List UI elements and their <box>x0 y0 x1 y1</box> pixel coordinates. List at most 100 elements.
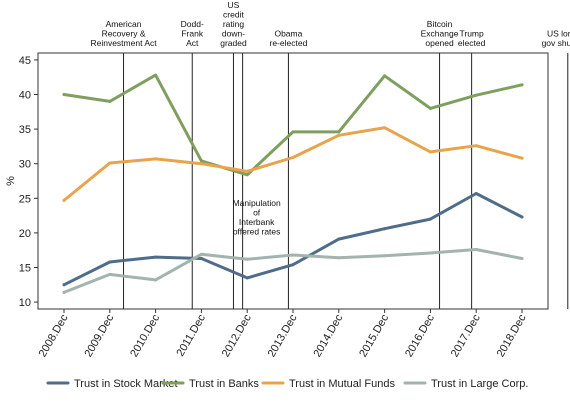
x-tick-label: 2011.Dec <box>174 312 208 359</box>
event-label-line: of <box>253 208 261 218</box>
data-point <box>108 161 112 165</box>
data-point <box>199 159 203 163</box>
event-label-shutdown: US longestgov shutdown <box>542 29 570 49</box>
series-line-2 <box>62 126 524 202</box>
event-label-dodd-frank: Dodd-Frank Act <box>181 19 204 48</box>
data-point <box>383 254 387 258</box>
event-label-trump: Trump elected <box>458 29 486 49</box>
y-tick-label: 30 <box>19 159 31 171</box>
data-point <box>62 198 66 202</box>
data-point <box>62 290 66 294</box>
data-point <box>154 255 158 259</box>
event-label-line: opened <box>425 38 454 48</box>
y-tick-label: 15 <box>19 262 31 274</box>
data-point <box>428 150 432 154</box>
event-label-line: gov shutdown <box>542 38 570 48</box>
data-point <box>245 169 249 173</box>
data-point <box>291 253 295 257</box>
data-point <box>108 260 112 264</box>
data-point <box>428 251 432 255</box>
data-point <box>383 227 387 231</box>
data-point <box>383 74 387 78</box>
data-point <box>337 133 341 137</box>
legend-label: Trust in Stock Market <box>74 378 178 390</box>
event-label-line: Reinvestment Act <box>90 38 157 48</box>
event-label-line: graded <box>220 38 247 48</box>
data-point <box>291 155 295 159</box>
x-tick-label: 2012.Dec <box>220 312 254 359</box>
y-tick-label: 40 <box>19 90 31 102</box>
x-tick-label: 2008.Dec <box>37 312 71 359</box>
y-tick-label: 20 <box>19 228 31 240</box>
x-tick-label: 2016.Dec <box>403 312 437 359</box>
event-label-line: Interbank <box>239 217 275 227</box>
series-line-0 <box>62 192 524 287</box>
event-label-line: Exchange <box>421 29 459 39</box>
event-label-line: Bitcoin <box>427 19 453 29</box>
chart-legend: Trust in Stock Market Trust in Banks Trust… <box>46 378 528 390</box>
data-point <box>154 157 158 161</box>
event-label-line: American <box>106 19 142 29</box>
data-point <box>245 173 249 177</box>
event-label-us-rating: US credit rating down-graded <box>220 0 247 48</box>
event-label-line: offered rates <box>233 227 281 237</box>
x-tick-label: 2018.Dec <box>495 312 529 359</box>
data-point <box>245 276 249 280</box>
event-label-line: Act <box>186 38 199 48</box>
x-tick-label: 2009.Dec <box>82 312 116 359</box>
data-point <box>108 99 112 103</box>
data-point <box>474 247 478 251</box>
legend-label: Trust in Banks <box>189 378 259 390</box>
legend-label: Trust in Mutual Funds <box>289 378 395 390</box>
y-tick-label: 10 <box>19 297 31 309</box>
data-point <box>520 156 524 160</box>
legend-label: Trust in Large Corp. <box>431 378 528 390</box>
event-label-line: credit <box>223 10 244 20</box>
data-point <box>474 191 478 195</box>
x-tick-label: 2015.Dec <box>357 312 391 359</box>
data-point <box>337 237 341 241</box>
x-tick-label: 2017.Dec <box>449 312 483 359</box>
data-point <box>154 73 158 77</box>
data-point <box>199 162 203 166</box>
event-label-line: rating <box>223 19 245 29</box>
data-point <box>474 144 478 148</box>
data-point <box>62 283 66 287</box>
event-label-line: Trump <box>459 29 484 39</box>
event-label-libor: Manipulation of Interbank offered rates <box>233 198 281 237</box>
data-point <box>520 215 524 219</box>
x-tick-label: 2010.Dec <box>128 312 162 359</box>
event-label-line: Recovery & <box>102 29 146 39</box>
event-label-line: Dodd- <box>181 19 204 29</box>
event-label-line: US longest <box>547 29 570 39</box>
y-tick-label: 35 <box>19 124 31 136</box>
data-point <box>337 256 341 260</box>
y-tick-label: 45 <box>19 55 31 67</box>
event-label-line: US <box>228 0 240 10</box>
data-point <box>428 217 432 221</box>
data-point <box>245 257 249 261</box>
data-point <box>199 252 203 256</box>
data-point <box>108 272 112 276</box>
event-label-line: re-elected <box>270 38 308 48</box>
y-axis-label: % <box>5 176 17 186</box>
data-point <box>520 83 524 87</box>
x-tick-label: 2014.Dec <box>311 312 345 359</box>
y-tick-label: 25 <box>19 193 31 205</box>
data-point <box>291 130 295 134</box>
data-point <box>337 130 341 134</box>
chart-series <box>62 73 524 294</box>
data-point <box>154 278 158 282</box>
event-markers: American Recovery & Reinvestment Act Dodd-F… <box>90 0 570 309</box>
data-point <box>291 263 295 267</box>
data-point <box>383 126 387 130</box>
event-label-bitcoin: Bitcoin Exchange opened <box>421 19 459 48</box>
x-tick-label: 2013.Dec <box>266 312 300 359</box>
data-point <box>474 93 478 97</box>
event-label-line: elected <box>458 38 486 48</box>
event-label-line: Frank <box>181 29 203 39</box>
event-label-line: Manipulation <box>233 198 281 208</box>
event-label-line: Obama <box>274 29 302 39</box>
data-point <box>62 93 66 97</box>
